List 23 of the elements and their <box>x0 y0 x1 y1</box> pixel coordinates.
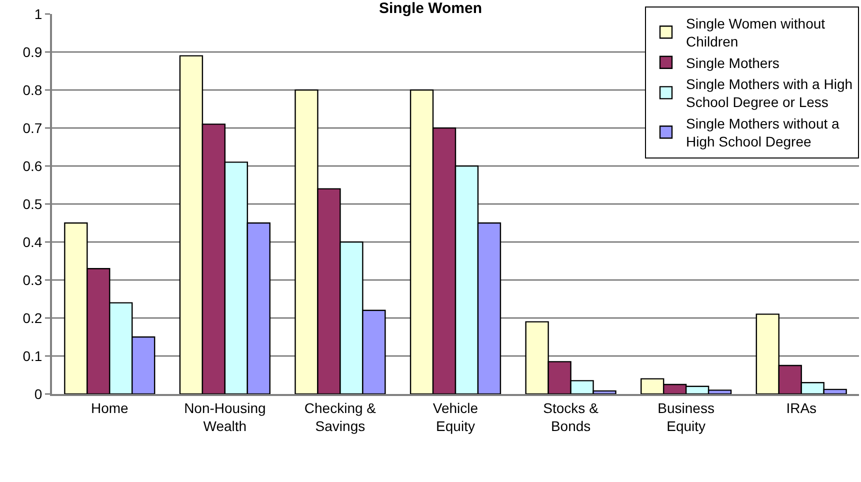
y-tick-label: 0.8 <box>22 82 42 98</box>
y-tick-label: 0.4 <box>22 234 42 250</box>
x-tick-label: Business Equity <box>658 400 714 434</box>
legend-label: Single Mothers without a High School Degree <box>686 115 840 150</box>
y-tick-label: 1 <box>34 6 42 22</box>
y-tick-label: 0.5 <box>22 196 42 212</box>
x-tick-label: Checking & Savings <box>304 400 377 434</box>
legend-label: Single Women without Children <box>686 15 826 50</box>
y-tick-label: 0.2 <box>22 310 42 326</box>
legend-label: Single Mothers with a High School Degree or Less <box>686 76 853 110</box>
y-tick-label: 0.7 <box>22 120 42 136</box>
x-tick-label: Home <box>90 400 129 416</box>
x-tick-label: IRAs <box>786 400 817 416</box>
y-tick-label: 0.9 <box>22 44 42 60</box>
x-tick-label: Non-Housing Wealth <box>184 400 266 434</box>
x-tick-label: Vehicle Equity <box>432 400 478 434</box>
legend-label: Single Mothers <box>686 54 780 71</box>
y-tick-label: 0.3 <box>22 272 42 288</box>
y-tick-label: 0 <box>34 386 42 402</box>
y-tick-label: 0.1 <box>22 348 42 364</box>
chart-title: Single Women <box>378 0 482 17</box>
x-tick-label: Stocks & Bonds <box>543 400 600 434</box>
y-tick-label: 0.6 <box>22 158 42 174</box>
